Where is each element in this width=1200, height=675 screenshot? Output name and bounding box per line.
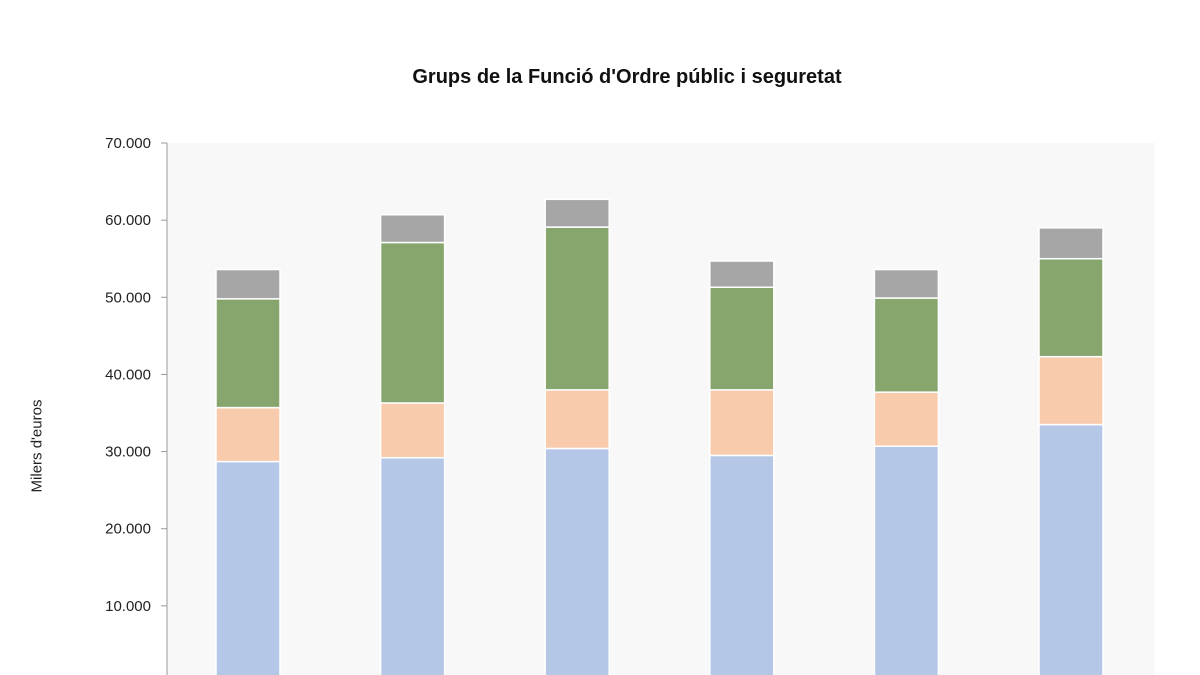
chart-title: Grups de la Funció d'Ordre públic i segu… bbox=[412, 66, 842, 88]
bar-segment-s4-c4 bbox=[709, 260, 775, 289]
y-tick-label: 50.000 bbox=[105, 289, 151, 306]
bar-segment-s3-c2 bbox=[379, 241, 446, 404]
y-tick-group: 010.00020.00030.00040.00050.00060.00070.… bbox=[105, 135, 167, 615]
bar-group bbox=[215, 198, 1104, 675]
bar-segment-s2-c4 bbox=[709, 389, 775, 457]
bar-segment-s4-c6 bbox=[1038, 227, 1104, 260]
bar-segment-s1-c2 bbox=[379, 456, 446, 675]
bar-segment-s1-c3 bbox=[544, 447, 610, 675]
bar-segment-s1-c6 bbox=[1038, 423, 1104, 675]
bar-segment-s3-c1 bbox=[215, 298, 281, 409]
y-tick-label: 30.000 bbox=[105, 444, 151, 461]
bar-segment-s3-c4 bbox=[709, 286, 775, 391]
bar-segment-s1-c4 bbox=[709, 454, 775, 675]
y-tick-label: 40.000 bbox=[105, 366, 151, 383]
bar-segment-s2-c1 bbox=[215, 406, 281, 463]
bar-segment-s4-c1 bbox=[215, 268, 281, 300]
y-tick-label: 20.000 bbox=[105, 521, 151, 538]
bar-segment-s3-c5 bbox=[873, 297, 940, 393]
bar-segment-s1-c5 bbox=[873, 445, 940, 675]
y-tick-label: 60.000 bbox=[105, 212, 151, 229]
bar-segment-s2-c6 bbox=[1038, 355, 1104, 426]
y-tick-label: 70.000 bbox=[105, 135, 151, 152]
bar-segment-s2-c5 bbox=[873, 391, 940, 447]
bar-segment-s2-c2 bbox=[379, 402, 446, 459]
bar-segment-s4-c5 bbox=[873, 268, 940, 299]
bar-segment-s4-c2 bbox=[379, 213, 446, 244]
bar-segment-s3-c3 bbox=[544, 226, 610, 391]
bar-segment-s3-c6 bbox=[1038, 257, 1104, 358]
y-tick-label: 10.000 bbox=[105, 598, 151, 615]
plot-area bbox=[167, 143, 1155, 675]
bar-segment-s1-c1 bbox=[215, 460, 281, 675]
bar-segment-s2-c3 bbox=[544, 389, 610, 450]
bar-segment-s4-c3 bbox=[544, 198, 610, 228]
